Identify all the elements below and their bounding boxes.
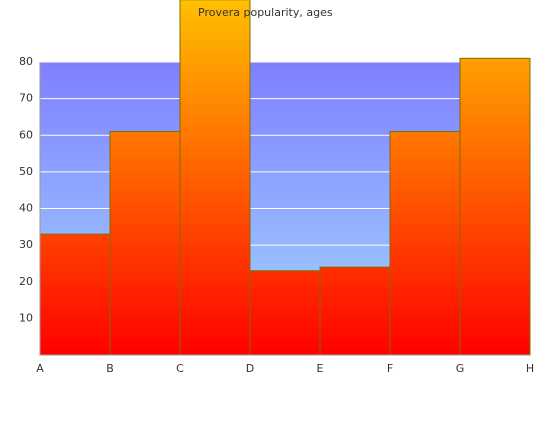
- marks: [39, 0, 531, 356]
- step-area: [459, 57, 531, 356]
- y-tick-label: 80: [19, 55, 33, 68]
- chart-title: Provera popularity, ages: [198, 6, 333, 19]
- y-tick-label: 20: [19, 275, 33, 288]
- y-tick-label: 10: [19, 311, 33, 324]
- y-tick-label: 60: [19, 128, 33, 141]
- x-tick-label: D: [246, 362, 254, 375]
- y-tick-label: 50: [19, 165, 33, 178]
- step-area: [109, 131, 181, 356]
- step-area: [39, 233, 111, 356]
- x-tick-label: E: [317, 362, 324, 375]
- x-tick-label: B: [106, 362, 114, 375]
- x-tick-label: A: [36, 362, 44, 375]
- x-tick-label: C: [176, 362, 184, 375]
- x-tick-label: F: [387, 362, 393, 375]
- x-tick-label: G: [456, 362, 465, 375]
- y-tick-label: 70: [19, 92, 33, 105]
- step-area: [389, 131, 461, 356]
- x-tick-label: H: [526, 362, 534, 375]
- step-area: [319, 266, 391, 356]
- step-area: [249, 270, 321, 356]
- step-area: [179, 0, 251, 356]
- y-tick-label: 40: [19, 202, 33, 215]
- labels: 10 20 30 40 50 60 70 80 A B C D E F G H: [19, 55, 534, 375]
- y-tick-label: 30: [19, 238, 33, 251]
